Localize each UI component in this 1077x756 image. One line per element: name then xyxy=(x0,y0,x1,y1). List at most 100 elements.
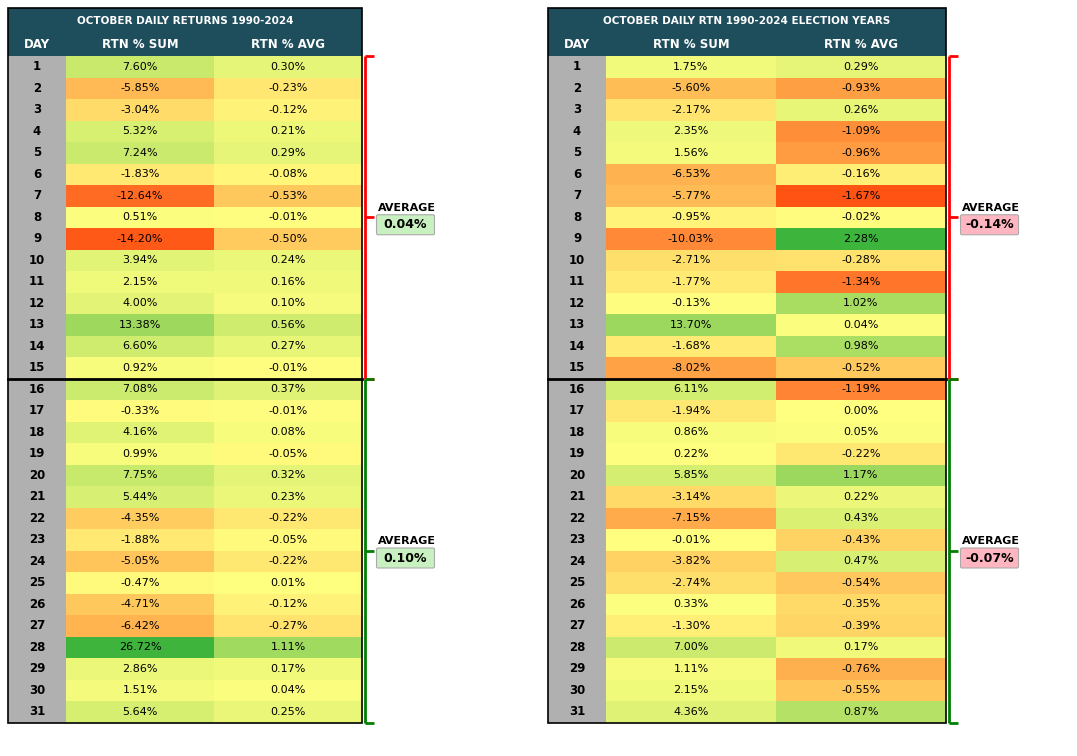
Text: -0.01%: -0.01% xyxy=(268,212,308,222)
Bar xyxy=(548,486,606,507)
Bar xyxy=(548,249,606,271)
Text: 21: 21 xyxy=(29,490,45,503)
Text: 0.21%: 0.21% xyxy=(270,126,306,136)
Bar xyxy=(777,206,946,228)
Bar xyxy=(8,163,66,185)
Text: 23: 23 xyxy=(29,533,45,547)
Text: 6.11%: 6.11% xyxy=(673,384,709,394)
Text: 0.10%: 0.10% xyxy=(270,299,306,308)
Bar xyxy=(606,400,777,422)
Bar xyxy=(606,572,777,593)
Text: -0.07%: -0.07% xyxy=(965,551,1013,565)
Bar xyxy=(548,206,606,228)
Text: 7.08%: 7.08% xyxy=(123,384,157,394)
Text: 0.87%: 0.87% xyxy=(843,707,879,717)
Text: 0.05%: 0.05% xyxy=(843,427,879,437)
Bar xyxy=(8,228,66,249)
Text: 10: 10 xyxy=(29,254,45,267)
Bar xyxy=(214,529,362,550)
Bar xyxy=(777,228,946,249)
Text: -0.12%: -0.12% xyxy=(268,105,308,115)
Bar xyxy=(777,314,946,336)
Text: -1.83%: -1.83% xyxy=(121,169,159,179)
Bar xyxy=(66,56,214,78)
Text: 11: 11 xyxy=(569,275,585,288)
Bar xyxy=(66,572,214,593)
Bar xyxy=(606,293,777,314)
Text: 15: 15 xyxy=(29,361,45,374)
Bar xyxy=(777,249,946,271)
Text: -0.27%: -0.27% xyxy=(268,621,308,631)
Text: AVERAGE: AVERAGE xyxy=(378,537,436,547)
Bar xyxy=(548,529,606,550)
Bar xyxy=(606,593,777,615)
Bar xyxy=(8,99,66,120)
Text: 2.28%: 2.28% xyxy=(843,234,879,243)
Bar xyxy=(214,507,362,529)
Text: DAY: DAY xyxy=(24,39,50,51)
Bar xyxy=(214,228,362,249)
Bar xyxy=(8,293,66,314)
Text: -0.22%: -0.22% xyxy=(268,513,308,523)
Bar xyxy=(606,529,777,550)
Bar xyxy=(548,56,606,78)
Text: 7.24%: 7.24% xyxy=(122,147,158,158)
Bar xyxy=(214,379,362,400)
Bar xyxy=(8,464,66,486)
Text: 4.36%: 4.36% xyxy=(673,707,709,717)
Text: 25: 25 xyxy=(29,576,45,589)
Text: 0.56%: 0.56% xyxy=(270,320,306,330)
Bar xyxy=(66,120,214,142)
Bar xyxy=(214,314,362,336)
Bar xyxy=(548,34,946,56)
FancyBboxPatch shape xyxy=(961,548,1019,568)
Text: -5.77%: -5.77% xyxy=(671,191,711,201)
Bar xyxy=(548,163,606,185)
Text: -3.14%: -3.14% xyxy=(671,491,711,502)
Bar xyxy=(606,357,777,379)
Text: 2.15%: 2.15% xyxy=(123,277,157,287)
Bar xyxy=(606,550,777,572)
Bar xyxy=(548,422,606,443)
Text: 4: 4 xyxy=(33,125,41,138)
Text: 1.11%: 1.11% xyxy=(673,664,709,674)
Text: 8: 8 xyxy=(33,211,41,224)
Bar xyxy=(548,314,606,336)
Bar xyxy=(214,357,362,379)
Bar xyxy=(214,185,362,206)
Bar xyxy=(214,615,362,637)
Bar xyxy=(606,637,777,658)
Bar xyxy=(548,637,606,658)
Bar xyxy=(777,550,946,572)
Text: 4.16%: 4.16% xyxy=(123,427,157,437)
Bar xyxy=(214,336,362,357)
Text: -1.77%: -1.77% xyxy=(671,277,711,287)
Bar xyxy=(8,142,66,163)
Bar xyxy=(214,271,362,293)
Bar xyxy=(606,78,777,99)
Text: 3.94%: 3.94% xyxy=(123,256,157,265)
Bar xyxy=(548,271,606,293)
Text: 31: 31 xyxy=(29,705,45,718)
Text: 1.17%: 1.17% xyxy=(843,470,879,480)
Text: 0.16%: 0.16% xyxy=(270,277,306,287)
Bar xyxy=(606,271,777,293)
Bar xyxy=(214,701,362,723)
Text: AVERAGE: AVERAGE xyxy=(378,203,436,213)
Text: 0.33%: 0.33% xyxy=(673,600,709,609)
Text: 0.30%: 0.30% xyxy=(270,62,306,72)
Bar xyxy=(777,271,946,293)
Bar xyxy=(777,163,946,185)
Bar xyxy=(777,637,946,658)
Bar xyxy=(214,293,362,314)
Text: 9: 9 xyxy=(33,232,41,245)
Bar xyxy=(548,357,606,379)
Bar xyxy=(66,379,214,400)
Bar xyxy=(66,507,214,529)
Text: -0.52%: -0.52% xyxy=(841,363,881,373)
Bar xyxy=(214,163,362,185)
Bar xyxy=(66,637,214,658)
Text: -0.47%: -0.47% xyxy=(121,578,159,587)
Bar xyxy=(8,206,66,228)
FancyBboxPatch shape xyxy=(377,215,434,235)
